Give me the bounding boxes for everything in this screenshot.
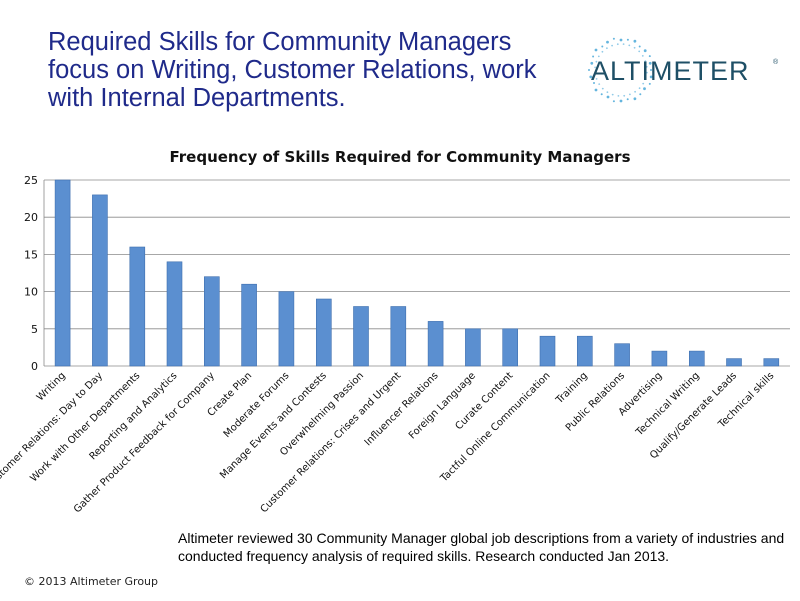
logo-burst-dot	[612, 37, 615, 40]
logo-burst-dot	[645, 65, 648, 68]
x-tick-label: Training	[554, 370, 590, 406]
y-tick-label: 20	[24, 211, 38, 224]
y-tick-label: 15	[24, 248, 38, 261]
logo-burst-dot	[638, 87, 641, 90]
bar	[204, 276, 220, 367]
logo-burst-dot	[598, 83, 601, 85]
logo-burst-dot	[606, 95, 610, 99]
logo-burst-dot	[639, 93, 642, 96]
logo-burst-dot	[648, 82, 651, 85]
x-tick-label: Gather Product Feedback for Company	[72, 370, 217, 515]
logo-burst-dot	[611, 93, 614, 96]
radial-burst-icon: ALTIMETER ®	[588, 37, 779, 103]
logo-burst-dot	[595, 60, 598, 63]
logo-burst-dot	[590, 61, 594, 65]
logo-burst-dot	[634, 90, 636, 93]
bar	[166, 261, 183, 367]
x-tick-label: Customer Relations: Crises and Urgent	[259, 370, 404, 515]
bar	[726, 358, 742, 367]
logo-burst-dot	[594, 66, 596, 69]
logo-burst-dot	[595, 78, 598, 80]
bar	[241, 283, 257, 367]
x-tick-label: Foreign Language	[407, 370, 478, 441]
bar	[390, 306, 407, 367]
logo-burst-dot	[644, 77, 647, 80]
x-tick-label: Moderate Forums	[222, 370, 292, 440]
logo-burst-dot	[641, 55, 644, 57]
bar	[427, 321, 444, 367]
altimeter-logo: ALTIMETER ®	[583, 24, 783, 114]
logo-burst-dot	[601, 87, 604, 90]
logo-burst-dot	[594, 48, 598, 52]
logo-burst-dot	[619, 38, 623, 42]
logo-burst-dot	[648, 55, 651, 58]
logo-burst-dot	[612, 100, 615, 103]
bar	[576, 335, 593, 367]
logo-burst-dot	[629, 93, 631, 96]
logo-burst-dot	[594, 88, 598, 92]
logo-burst-dot	[633, 97, 637, 101]
bar	[651, 350, 668, 367]
bar	[502, 328, 519, 367]
research-note: Altimeter reviewed 30 Community Manager …	[178, 530, 785, 564]
logo-burst-dot	[589, 75, 593, 79]
bar	[539, 335, 556, 367]
chart-title: Frequency of Skills Required for Communi…	[169, 148, 631, 166]
logo-wordmark: ALTIMETER	[591, 56, 750, 86]
logo-burst-dot	[623, 94, 626, 97]
x-tick-label: Writing	[35, 370, 68, 403]
logo-burst-dot	[601, 45, 604, 48]
bar	[278, 291, 295, 367]
logo-registered-mark: ®	[773, 58, 779, 66]
bar	[465, 328, 481, 367]
logo-burst-dot	[616, 43, 619, 46]
logo-burst-dot	[650, 69, 652, 71]
logo-burst-dot	[597, 55, 600, 58]
bar	[129, 246, 146, 367]
logo-burst-dot	[606, 47, 608, 50]
copyright-notice: © 2013 Altimeter Group	[24, 575, 159, 588]
bar	[688, 350, 705, 367]
logo-burst-dot	[648, 61, 652, 65]
bar	[92, 194, 108, 367]
logo-burst-dot	[606, 40, 609, 44]
logo-burst-dot	[593, 82, 595, 84]
bar	[54, 179, 71, 367]
logo-burst-dot	[638, 50, 641, 53]
logo-burst-dot	[638, 45, 641, 48]
logo-burst-dot	[628, 44, 631, 47]
x-tick-label: Influencer Relations	[363, 370, 441, 448]
logo-burst-dot	[646, 71, 648, 74]
logo-burst-dot	[649, 75, 653, 79]
bar	[763, 358, 780, 367]
bar	[614, 343, 630, 367]
logo-burst-dot	[626, 98, 629, 101]
logo-burst-dot	[643, 49, 647, 53]
logo-burst-dot	[642, 82, 645, 85]
logo-burst-dot	[626, 38, 629, 41]
slide-headline: Required Skills for Community Managers f…	[48, 28, 537, 112]
logo-burst-dot	[601, 50, 604, 53]
bar	[315, 298, 332, 367]
x-tick-label: Technical Writing	[633, 370, 701, 438]
logo-burst-dot	[643, 87, 646, 91]
y-tick-label: 5	[31, 323, 38, 336]
logo-burst-dot	[594, 72, 597, 75]
logo-burst-dot	[617, 95, 620, 97]
y-tick-label: 0	[31, 360, 38, 373]
logo-burst-dot	[633, 46, 636, 49]
logo-burst-dot	[619, 99, 623, 103]
y-tick-label: 25	[24, 174, 38, 187]
logo-burst-dot	[622, 43, 625, 45]
logo-burst-dot	[588, 69, 590, 71]
logo-burst-dot	[611, 44, 613, 47]
logo-burst-dot	[644, 60, 647, 62]
y-tick-label: 10	[24, 286, 38, 299]
logo-burst-dot	[633, 39, 637, 43]
logo-burst-dot	[592, 55, 595, 58]
bar	[353, 306, 369, 367]
logo-burst-dot	[600, 93, 603, 96]
logo-burst-dot	[606, 91, 609, 94]
